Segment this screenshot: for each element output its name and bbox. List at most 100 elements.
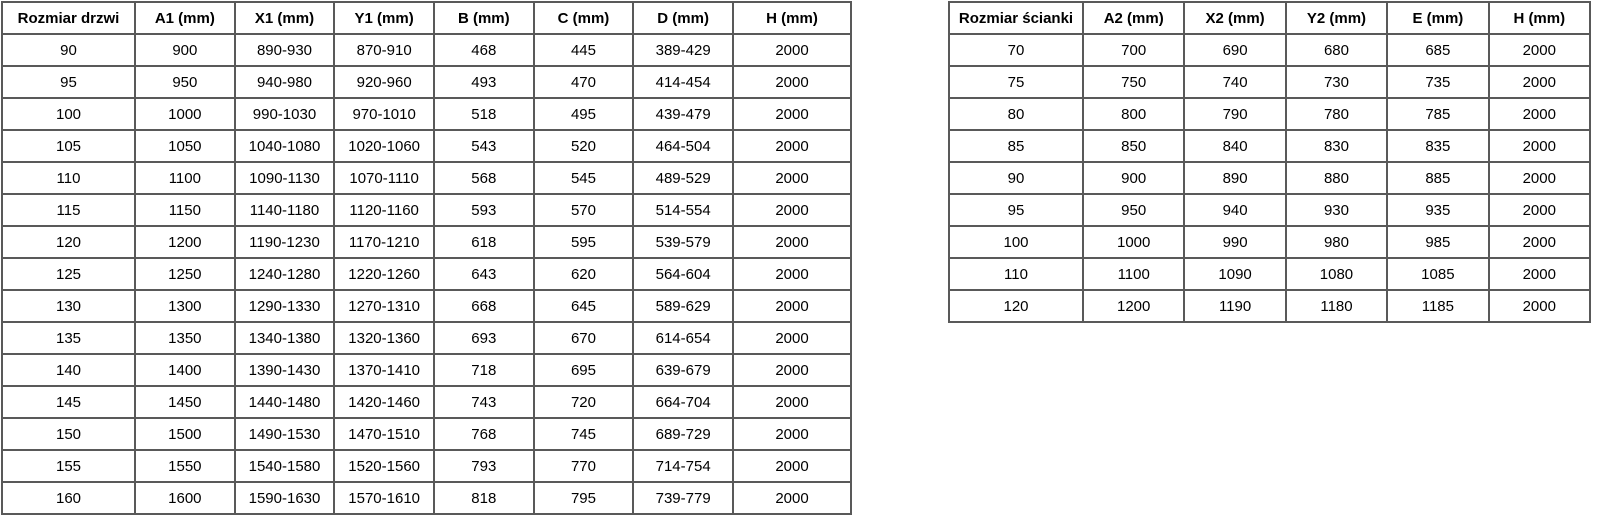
table-cell: 935 [1386, 193, 1490, 227]
table-cell: 150 [1, 417, 136, 451]
table-cell: 1470-1510 [333, 417, 435, 451]
header-cell: Rozmiar drzwi [1, 1, 136, 35]
table-cell: 439-479 [632, 97, 734, 131]
table-cell: 135 [1, 321, 136, 355]
table-cell: 2000 [732, 193, 852, 227]
table-cell: 739-779 [632, 481, 734, 515]
table-cell: 1600 [134, 481, 236, 515]
table-cell: 1080 [1284, 257, 1389, 291]
table-cell: 564-604 [632, 257, 734, 291]
table-cell: 90 [948, 161, 1084, 195]
table-cell: 1140-1180 [233, 193, 336, 227]
table-cell: 990-1030 [233, 97, 336, 131]
table-cell: 115 [1, 193, 136, 227]
table-cell: 464-504 [632, 129, 734, 163]
table-row: 125 1250 1240-1280 1220-1260 643 620 564-604 20… [1, 257, 852, 291]
table-cell: 1300 [134, 289, 236, 323]
table-cell: 785 [1386, 97, 1490, 131]
table-cell: 980 [1284, 225, 1389, 259]
table-cell: 643 [432, 257, 535, 291]
table-cell: 120 [948, 289, 1084, 323]
table-cell: 940-980 [233, 65, 336, 99]
table-cell: 1220-1260 [333, 257, 435, 291]
table-cell: 795 [532, 481, 635, 515]
table-cell: 1290-1330 [233, 289, 336, 323]
table-cell: 1100 [134, 161, 236, 195]
table-cell: 718 [432, 353, 535, 387]
table-cell: 493 [432, 65, 535, 99]
table-cell: 680 [1284, 33, 1389, 67]
table-row: 110 1100 1090 1080 1085 2000 [948, 257, 1592, 291]
table-cell: 2000 [1487, 225, 1592, 259]
table-cell: 389-429 [632, 33, 734, 67]
table-cell: 750 [1081, 65, 1186, 99]
table-cell: 518 [432, 97, 535, 131]
table-cell: 1520-1560 [333, 449, 435, 483]
table-cell: 1200 [1081, 289, 1186, 323]
door-size-table: Rozmiar drzwi A1 (mm) X1 (mm) Y1 (mm) B (mm)… [1, 1, 852, 515]
table-cell: 900 [1081, 161, 1186, 195]
table-cell: 414-454 [632, 65, 734, 99]
table-cell: 735 [1386, 65, 1490, 99]
table-cell: 689-729 [632, 417, 734, 451]
table-row: 155 1550 1540-1580 1520-1560 793 770 714-754 20… [1, 449, 852, 483]
table-cell: 970-1010 [333, 97, 435, 131]
table-cell: 1440-1480 [233, 385, 336, 419]
table-cell: 95 [948, 193, 1084, 227]
header-cell: X2 (mm) [1183, 1, 1287, 35]
table-row: 130 1300 1290-1330 1270-1310 668 645 589-629 20… [1, 289, 852, 323]
table-cell: 100 [948, 225, 1084, 259]
table-cell: 835 [1386, 129, 1490, 163]
table-cell: 2000 [732, 321, 852, 355]
table-cell: 720 [532, 385, 635, 419]
table-cell: 830 [1284, 129, 1389, 163]
table-cell: 780 [1284, 97, 1389, 131]
table-cell: 495 [532, 97, 635, 131]
table-cell: 1185 [1386, 289, 1490, 323]
table-cell: 714-754 [632, 449, 734, 483]
table-cell: 670 [532, 321, 635, 355]
table-cell: 160 [1, 481, 136, 515]
table-cell: 639-679 [632, 353, 734, 387]
table-cell: 768 [432, 417, 535, 451]
header-cell: Y2 (mm) [1284, 1, 1389, 35]
wall-size-table: Rozmiar ścianki A2 (mm) X2 (mm) Y2 (mm) E (m… [948, 1, 1592, 323]
table-row: 140 1400 1390-1430 1370-1410 718 695 639-679 20… [1, 353, 852, 387]
table-cell: 1090 [1183, 257, 1287, 291]
table-cell: 468 [432, 33, 535, 67]
table-cell: 470 [532, 65, 635, 99]
table-cell: 1540-1580 [233, 449, 336, 483]
table-cell: 568 [432, 161, 535, 195]
table-row: 100 1000 990-1030 970-1010 518 495 439-479 2000 [1, 97, 852, 131]
table-cell: 2000 [1487, 193, 1592, 227]
table-cell: 620 [532, 257, 635, 291]
table-cell: 105 [1, 129, 136, 163]
table-cell: 745 [532, 417, 635, 451]
table-cell: 595 [532, 225, 635, 259]
table-cell: 2000 [732, 481, 852, 515]
table-cell: 1390-1430 [233, 353, 336, 387]
table-cell: 685 [1386, 33, 1490, 67]
header-row: Rozmiar drzwi A1 (mm) X1 (mm) Y1 (mm) B (mm)… [1, 1, 852, 35]
table-cell: 1240-1280 [233, 257, 336, 291]
table-row: 120 1200 1190 1180 1185 2000 [948, 289, 1592, 323]
table-cell: 1170-1210 [333, 225, 435, 259]
table-cell: 110 [1, 161, 136, 195]
table-cell: 2000 [732, 129, 852, 163]
table-cell: 1350 [134, 321, 236, 355]
table-cell: 940 [1183, 193, 1287, 227]
table-cell: 514-554 [632, 193, 734, 227]
header-cell: Rozmiar ścianki [948, 1, 1084, 35]
header-cell: B (mm) [432, 1, 535, 35]
table-cell: 2000 [732, 289, 852, 323]
table-row: 75 750 740 730 735 2000 [948, 65, 1592, 99]
table-cell: 1120-1160 [333, 193, 435, 227]
header-row: Rozmiar ścianki A2 (mm) X2 (mm) Y2 (mm) E (m… [948, 1, 1592, 35]
table-cell: 695 [532, 353, 635, 387]
header-cell: Y1 (mm) [333, 1, 435, 35]
table-cell: 668 [432, 289, 535, 323]
header-cell: A1 (mm) [134, 1, 236, 35]
table-cell: 985 [1386, 225, 1490, 259]
table-cell: 1190-1230 [233, 225, 336, 259]
table-cell: 1400 [134, 353, 236, 387]
